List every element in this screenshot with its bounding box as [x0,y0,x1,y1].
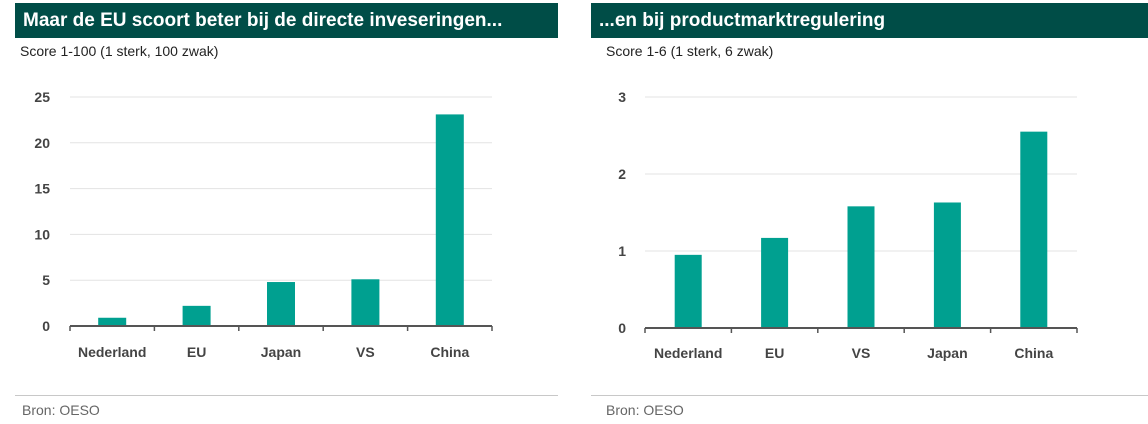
chart-title: Maar de EU scoort beter bij de directe i… [15,3,558,38]
bar-chart-direct-investments: 0 5 10 15 20 25 Nederland EU Japan VS China [34,89,493,360]
y-tick-label: 0 [42,318,50,334]
x-category-label: Japan [927,345,967,361]
x-category-label: China [430,344,469,360]
bar-japan [267,282,295,326]
bar-nederland [674,254,702,328]
y-tick-label: 25 [34,89,50,105]
chart-panel-right: ...en bij productmarktregulering Score 1… [588,0,1148,424]
bar-china [435,114,464,327]
bar-vs [351,279,380,326]
y-tick-label: 15 [34,181,50,197]
bar-japan [933,202,961,328]
x-category-label: EU [765,345,784,361]
bar-eu [761,237,789,328]
x-category-label: Nederland [654,345,722,361]
chart-subtitle: Score 1-6 (1 sterk, 6 zwak) [606,43,774,59]
y-tick-label: 5 [42,272,50,288]
divider [591,395,1148,396]
x-category-label: VS [356,344,375,360]
bar-chart-product-market-regulation: 0 1 2 3 Nederland EU VS Japan China [618,89,1078,361]
y-tick-label: 10 [34,226,50,242]
chart-subtitle: Score 1-100 (1 sterk, 100 zwak) [20,43,219,59]
chart-source: Bron: OESO [22,402,100,418]
x-category-label: Japan [261,344,301,360]
y-tick-label: 2 [618,166,626,182]
chart-title: ...en bij productmarktregulering [591,3,1148,38]
x-category-label: China [1014,345,1053,361]
y-tick-label: 3 [618,89,626,105]
bar-eu [182,305,211,326]
bar-china [1020,131,1048,328]
bar-vs [847,206,875,328]
chart-source: Bron: OESO [606,402,684,418]
y-tick-label: 0 [618,320,626,336]
x-category-label: VS [852,345,871,361]
divider [15,395,558,396]
bar-nederland [98,317,127,326]
chart-panel-left: Maar de EU scoort beter bij de directe i… [0,0,560,424]
y-tick-label: 20 [34,135,50,151]
x-category-label: Nederland [78,344,146,360]
x-category-label: EU [187,344,206,360]
y-tick-label: 1 [618,243,626,259]
